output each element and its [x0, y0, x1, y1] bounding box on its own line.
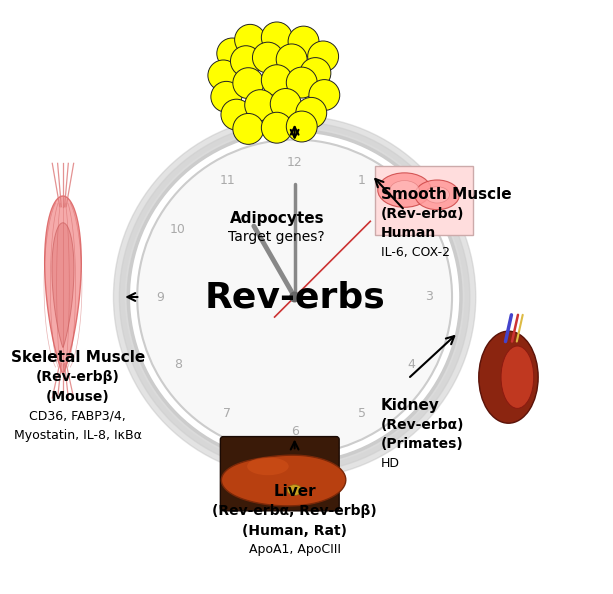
Text: 3: 3 [425, 290, 433, 304]
Circle shape [120, 122, 470, 472]
Circle shape [290, 292, 299, 302]
Text: HD: HD [381, 457, 400, 470]
Circle shape [296, 97, 327, 128]
Circle shape [221, 99, 252, 130]
Text: 7: 7 [223, 407, 231, 421]
Text: 12: 12 [287, 156, 302, 169]
Text: 2: 2 [408, 223, 416, 236]
Text: 10: 10 [170, 223, 186, 236]
Ellipse shape [501, 346, 534, 409]
Text: (Rev-erbα, Rev-erbβ): (Rev-erbα, Rev-erbβ) [212, 504, 377, 518]
Circle shape [308, 41, 338, 72]
Circle shape [300, 58, 331, 89]
Ellipse shape [415, 180, 460, 210]
Text: (Human, Rat): (Human, Rat) [242, 524, 347, 538]
Circle shape [261, 22, 292, 53]
FancyBboxPatch shape [220, 437, 339, 511]
Circle shape [113, 116, 476, 478]
Circle shape [217, 38, 248, 69]
Text: 1: 1 [358, 173, 366, 187]
Circle shape [276, 44, 307, 75]
Circle shape [208, 60, 239, 91]
Circle shape [309, 80, 340, 110]
Circle shape [261, 112, 292, 143]
Text: 11: 11 [219, 173, 235, 187]
Ellipse shape [425, 187, 449, 203]
Text: (Rev-erbβ): (Rev-erbβ) [36, 370, 120, 384]
Text: (Rev-erbα): (Rev-erbα) [381, 418, 464, 432]
Ellipse shape [378, 173, 431, 207]
Circle shape [288, 26, 319, 57]
Polygon shape [221, 455, 346, 506]
Text: (Mouse): (Mouse) [46, 390, 110, 404]
Text: (Rev-erbα): (Rev-erbα) [381, 207, 464, 221]
Ellipse shape [479, 331, 538, 423]
Circle shape [253, 42, 283, 73]
Text: Skeletal Muscle: Skeletal Muscle [10, 350, 145, 365]
Text: Rev-erbs: Rev-erbs [204, 280, 385, 314]
Ellipse shape [287, 485, 302, 495]
Text: 8: 8 [174, 358, 182, 371]
Text: Human: Human [381, 226, 436, 241]
Circle shape [125, 128, 464, 466]
Text: IL-6, COX-2: IL-6, COX-2 [381, 246, 450, 259]
Circle shape [235, 24, 265, 55]
Circle shape [233, 68, 264, 99]
Text: CD36, FABP3/4,: CD36, FABP3/4, [29, 409, 126, 422]
Circle shape [137, 140, 452, 454]
Circle shape [286, 111, 317, 142]
Text: Myostatin, IL-8, IκBα: Myostatin, IL-8, IκBα [14, 429, 142, 442]
Text: 6: 6 [291, 425, 299, 438]
Circle shape [245, 90, 276, 121]
Circle shape [230, 46, 261, 77]
Circle shape [128, 131, 461, 463]
Circle shape [286, 67, 317, 98]
Text: 9: 9 [156, 290, 164, 304]
Text: 4: 4 [408, 358, 416, 371]
Text: Smooth Muscle: Smooth Muscle [381, 187, 511, 202]
Polygon shape [52, 223, 74, 347]
Polygon shape [45, 196, 82, 374]
Circle shape [211, 81, 242, 112]
Circle shape [270, 89, 301, 119]
Ellipse shape [390, 181, 419, 200]
Text: Kidney: Kidney [381, 398, 440, 413]
FancyBboxPatch shape [375, 166, 473, 235]
Text: Adipocytes: Adipocytes [229, 211, 324, 226]
Text: 5: 5 [358, 407, 366, 421]
Text: (Primates): (Primates) [381, 437, 463, 451]
Text: ApoA1, ApoCIII: ApoA1, ApoCIII [249, 543, 341, 556]
Text: Liver: Liver [273, 485, 316, 500]
Circle shape [261, 65, 292, 96]
Ellipse shape [247, 457, 289, 475]
Text: Target genes?: Target genes? [229, 230, 325, 245]
Circle shape [233, 113, 264, 144]
